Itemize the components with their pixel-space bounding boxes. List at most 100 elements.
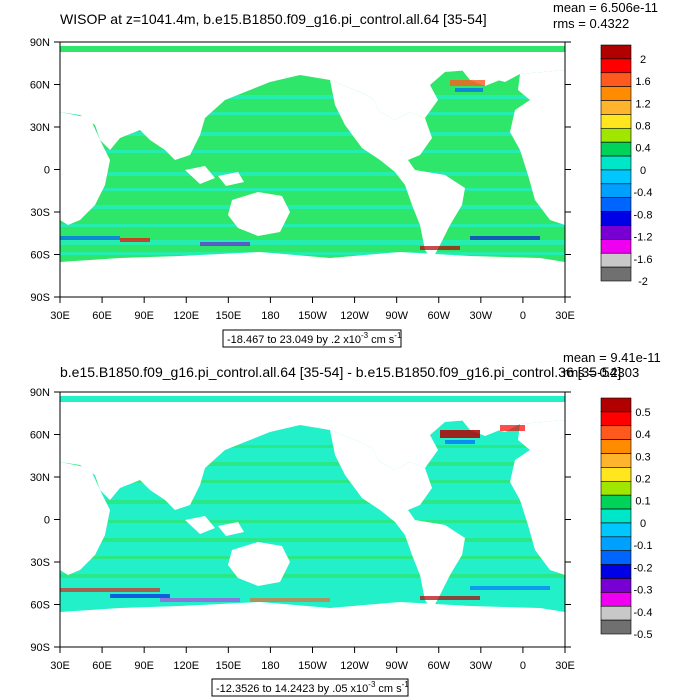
panel-title: b.e15.B1850.f09_g16.pi_control.all.64 [3… (60, 364, 621, 380)
colorbar-swatch (600, 127, 632, 143)
colorbar-label: 2 (640, 54, 646, 66)
lat-label: 60N (30, 80, 50, 92)
lon-label: 30E (555, 660, 575, 672)
lon-label: 30W (470, 310, 493, 322)
colorbar-swatch (600, 44, 632, 60)
colorbar-swatch (600, 550, 632, 565)
colorbar-swatch (600, 592, 632, 607)
panel-title: WISOP at z=1041.4m, b.e15.B1850.f09_g16.… (60, 11, 487, 27)
lat-label: 30S (30, 207, 50, 219)
range-label: -18.467 to 23.049 by .2 x10 (227, 334, 361, 346)
lon-label: 60E (92, 310, 112, 322)
lat-label: 30N (30, 472, 50, 484)
colorbar-label: -0.4 (634, 187, 653, 199)
colorbar-label: 0 (640, 165, 646, 177)
ocean-stripes (60, 95, 565, 255)
lon-label: 60E (92, 660, 112, 672)
colorbar-swatch (600, 114, 632, 129)
svg-text:-12.3526 to 14.2423 by .05 x10: -12.3526 to 14.2423 by .05 x10-3 cm s-1 (216, 680, 409, 695)
lon-label: 180 (261, 660, 279, 672)
lon-label: 120E (173, 310, 199, 322)
colorbar-swatch (600, 266, 632, 282)
mean-label: mean = 9.41e-11 (563, 350, 661, 365)
colorbar-swatch (600, 425, 632, 440)
range-units-exponent: -1 (402, 680, 410, 689)
colorbar-swatch (600, 100, 632, 115)
colorbar-label: -0.2 (634, 562, 653, 574)
lat-label: 60S (30, 600, 50, 612)
colorbar-label: 0.8 (635, 121, 650, 133)
colorbar-swatch (600, 480, 632, 496)
lon-label: 150W (298, 310, 327, 322)
colorbar-swatch (600, 494, 632, 510)
colorbar-swatch (600, 578, 632, 593)
colorbar-swatch (600, 439, 632, 454)
range-units: cm s (378, 683, 402, 695)
colorbar-label: 0.4 (635, 143, 650, 155)
range-units-exponent: -1 (394, 331, 402, 340)
colorbar-label: 0.4 (635, 429, 650, 441)
colorbar-swatch (600, 197, 632, 212)
high-variance-spots (60, 425, 550, 602)
lat-label: 30S (30, 557, 50, 569)
map-plot (59, 41, 566, 298)
land-masses (60, 42, 565, 297)
lon-label: 90E (134, 660, 154, 672)
lon-label: 30E (50, 660, 70, 672)
ocean-stripes (60, 445, 565, 578)
lon-label: 0 (520, 310, 526, 322)
colorbar-label: 1.6 (635, 76, 650, 88)
high-variance-spots (60, 80, 540, 250)
colorbar-swatch (600, 141, 632, 157)
lon-label: 90E (134, 310, 154, 322)
lat-label: 90S (30, 292, 50, 304)
colorbar-label: 0.5 (635, 407, 650, 419)
range-label: -12.3526 to 14.2423 by .05 x10 (216, 683, 368, 695)
lat-label: 0 (44, 515, 50, 527)
colorbar-swatch (600, 169, 632, 185)
colorbar-label: -2 (638, 276, 648, 288)
lon-label: 150E (215, 660, 241, 672)
lat-label: 30N (30, 122, 50, 134)
colorbar-swatch (600, 508, 632, 524)
lon-label: 30E (555, 310, 575, 322)
colorbar-swatch (600, 605, 632, 621)
colorbar-swatch (600, 58, 632, 74)
lon-label: 120E (173, 660, 199, 672)
colorbar-swatch (600, 239, 632, 254)
range-units: cm s (371, 334, 395, 346)
colorbar-label: -1.6 (634, 254, 653, 266)
colorbar-label: -0.4 (634, 607, 653, 619)
lon-label: 120W (340, 310, 369, 322)
range-label-box: -12.3526 to 14.2423 by .05 x10-3 cm s-1 (211, 678, 409, 697)
land-masses (60, 392, 565, 647)
map-plot (59, 391, 566, 648)
lat-label: 60S (30, 250, 50, 262)
panel-top: WISOP at z=1041.4m, b.e15.B1850.f09_g16.… (30, 0, 658, 348)
lon-label: 90W (385, 310, 408, 322)
colorbar-swatch (600, 225, 632, 240)
colorbar-label: 1.2 (635, 98, 650, 110)
colorbar-label: 0 (640, 518, 646, 530)
colorbar-label: -0.5 (634, 629, 653, 641)
colorbar-swatch (600, 453, 632, 468)
lon-label: 150W (298, 660, 327, 672)
colorbar-swatch (600, 397, 632, 413)
colorbar-label: -0.8 (634, 209, 653, 221)
colorbar-label: -0.3 (634, 585, 653, 597)
lat-label: 90S (30, 642, 50, 654)
colorbar-swatch (600, 411, 632, 427)
colorbar-swatch (600, 72, 632, 87)
rms-label: rms = 0.4322 (553, 16, 629, 31)
lon-label: 60W (427, 660, 450, 672)
lat-label: 90N (30, 37, 50, 49)
range-exponent: -3 (361, 331, 369, 340)
rms-label: rms = 0.2303 (563, 365, 639, 380)
lon-label: 90W (385, 660, 408, 672)
range-label-box: -18.467 to 23.049 by .2 x10-3 cm s-1 (222, 329, 402, 348)
colorbar-label: 0.2 (635, 474, 650, 486)
lon-label: 0 (520, 660, 526, 672)
lon-label: 30E (50, 310, 70, 322)
